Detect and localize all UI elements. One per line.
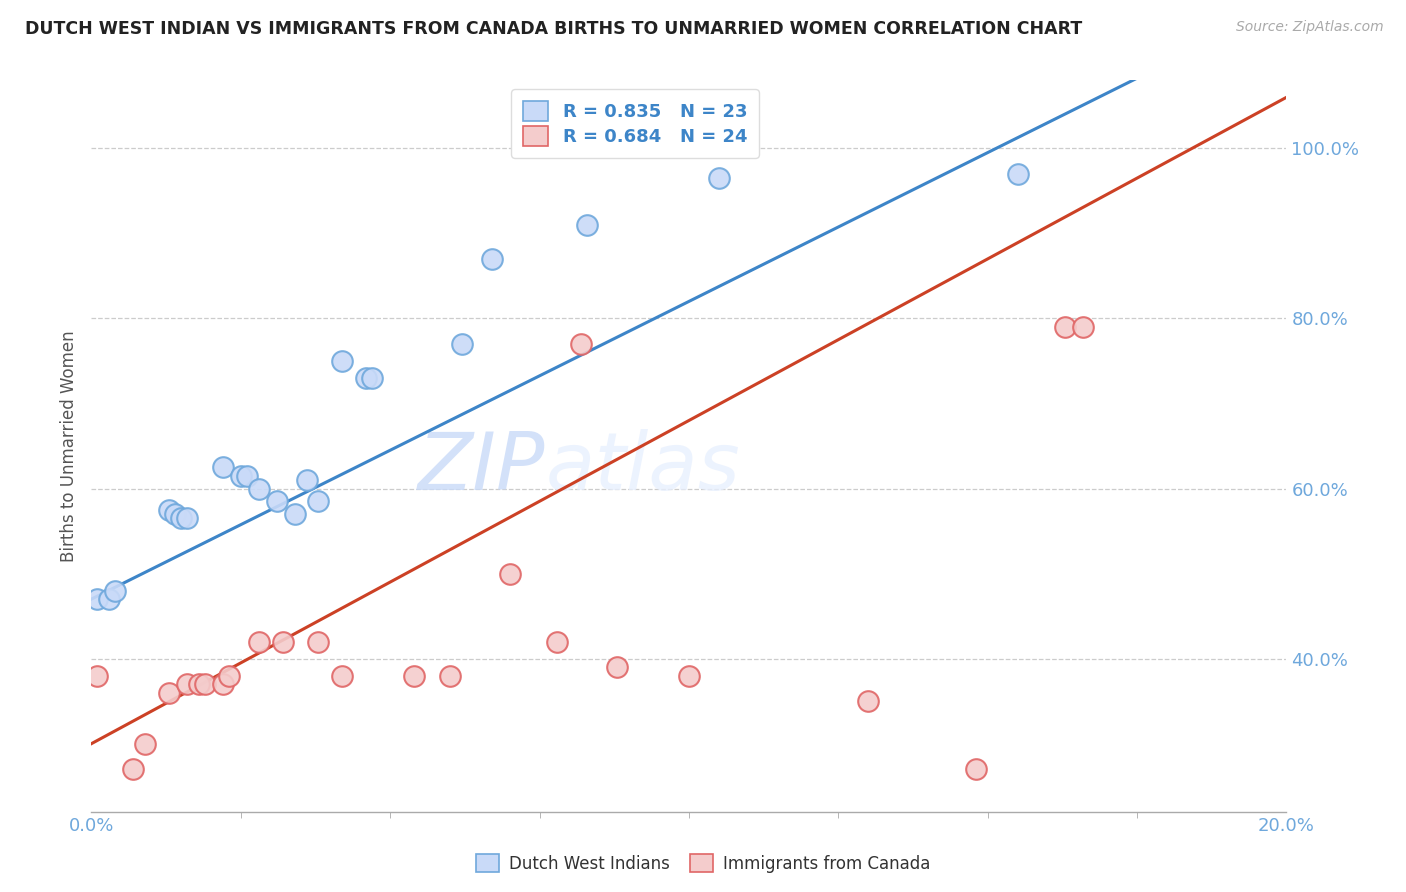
Point <box>157 686 180 700</box>
Point <box>606 660 628 674</box>
Y-axis label: Births to Unmarried Women: Births to Unmarried Women <box>59 330 77 562</box>
Point <box>284 507 307 521</box>
Point <box>188 677 211 691</box>
Point <box>170 511 193 525</box>
Legend: Dutch West Indians, Immigrants from Canada: Dutch West Indians, Immigrants from Cana… <box>468 847 938 880</box>
Point <box>229 468 252 483</box>
Text: Source: ZipAtlas.com: Source: ZipAtlas.com <box>1236 20 1384 34</box>
Point <box>157 503 180 517</box>
Text: DUTCH WEST INDIAN VS IMMIGRANTS FROM CANADA BIRTHS TO UNMARRIED WOMEN CORRELATIO: DUTCH WEST INDIAN VS IMMIGRANTS FROM CAN… <box>25 20 1083 37</box>
Point <box>247 634 270 648</box>
Point <box>247 482 270 496</box>
Point <box>354 371 377 385</box>
Point <box>104 583 127 598</box>
Point <box>235 468 259 483</box>
Point <box>86 592 108 607</box>
Point <box>707 171 730 186</box>
Point <box>858 694 880 708</box>
Point <box>439 668 461 682</box>
Point <box>98 592 121 607</box>
Point <box>571 337 593 351</box>
Legend: R = 0.835   N = 23, R = 0.684   N = 24: R = 0.835 N = 23, R = 0.684 N = 24 <box>512 89 759 158</box>
Point <box>404 668 426 682</box>
Text: ZIP: ZIP <box>418 429 546 507</box>
Point <box>307 494 329 508</box>
Point <box>295 473 318 487</box>
Point <box>332 668 354 682</box>
Point <box>1054 320 1077 334</box>
Point <box>1073 320 1095 334</box>
Point <box>361 371 384 385</box>
Point <box>86 668 108 682</box>
Point <box>499 566 522 581</box>
Point <box>134 737 156 751</box>
Point <box>450 337 472 351</box>
Point <box>266 494 288 508</box>
Point <box>332 354 354 368</box>
Point <box>271 634 294 648</box>
Point <box>576 218 599 232</box>
Point <box>481 252 503 266</box>
Point <box>547 634 569 648</box>
Point <box>965 762 987 776</box>
Point <box>163 507 186 521</box>
Point <box>678 668 700 682</box>
Point <box>176 677 198 691</box>
Point <box>307 634 329 648</box>
Point <box>1007 167 1029 181</box>
Point <box>194 677 217 691</box>
Point <box>211 460 233 475</box>
Point <box>176 511 198 525</box>
Text: atlas: atlas <box>546 429 741 507</box>
Point <box>211 677 233 691</box>
Point <box>122 762 145 776</box>
Point <box>218 668 240 682</box>
